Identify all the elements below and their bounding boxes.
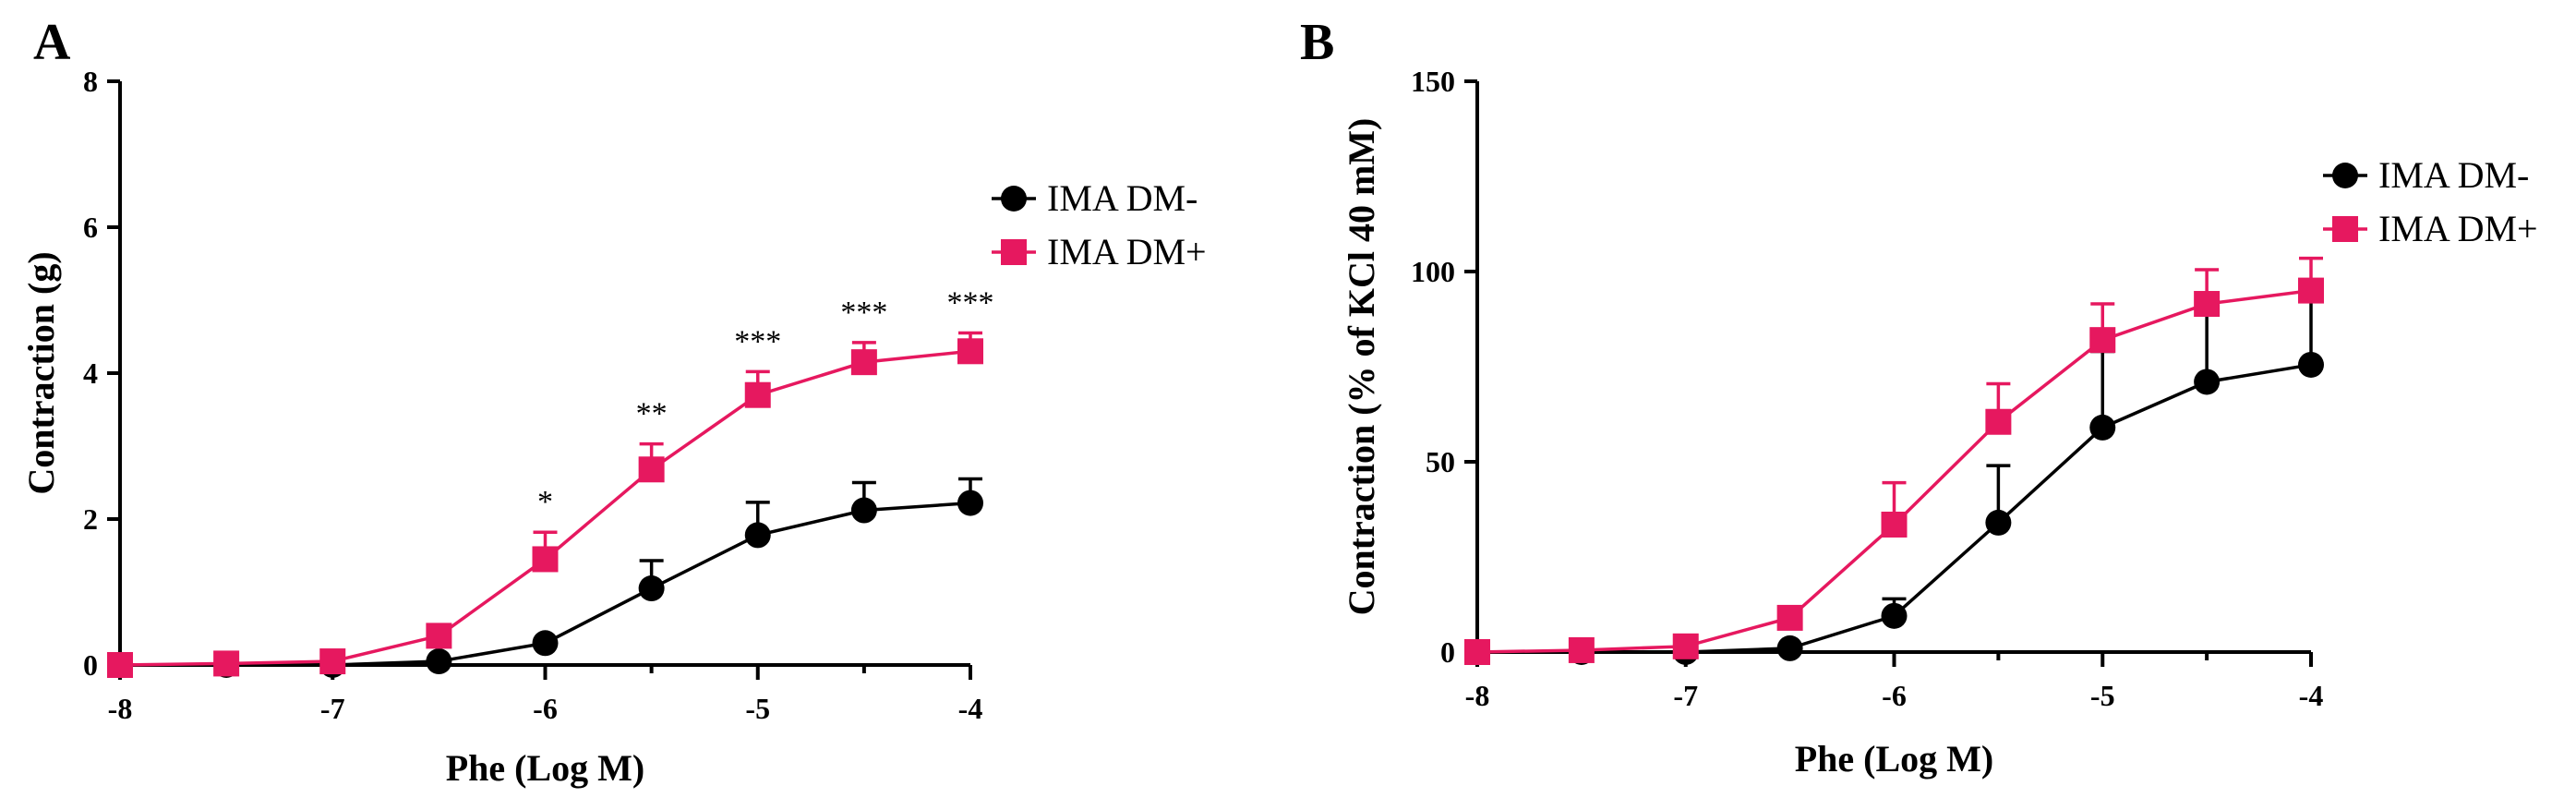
- significance-label: **: [636, 397, 668, 431]
- data-point: [1985, 408, 2012, 435]
- data-point: [2298, 277, 2324, 304]
- significance-annotations: ********* ***: [537, 286, 994, 520]
- legend-item: IMA DM-: [2323, 154, 2529, 196]
- series-dm-plus: [1464, 256, 2324, 665]
- data-point: [2194, 369, 2221, 395]
- data-point: [1568, 636, 1595, 663]
- y-axis-title: Contraction (% of KCl 40 mM): [1341, 118, 1382, 616]
- y-tick-label: 2: [83, 502, 98, 536]
- y-tick-label: 6: [83, 211, 98, 244]
- data-point: [1672, 633, 1699, 659]
- series-dm-minus: [1464, 286, 2324, 665]
- data-point: [638, 575, 665, 602]
- data-point: [107, 652, 133, 678]
- data-point: [1464, 639, 1490, 665]
- legend: IMA DM- IMA DM+: [2323, 154, 2538, 249]
- panel-b: B 0 50 100 150 -8 -7 -6 -5 -4 Phe (Log M) Contr…: [1300, 14, 2538, 780]
- legend-marker: [2332, 216, 2358, 242]
- legend-marker: [1001, 239, 1027, 265]
- y-tick-label: 100: [1411, 255, 1455, 288]
- x-tick-label: -8: [108, 692, 133, 725]
- x-tick-label: -5: [745, 692, 770, 725]
- data-point: [426, 648, 452, 675]
- legend: IMA DM- IMA DM+: [992, 177, 1207, 272]
- legend-item: IMA DM+: [2323, 208, 2538, 249]
- series-dm-plus: [107, 331, 983, 678]
- data-point: [2089, 327, 2116, 354]
- data-point: [850, 497, 877, 524]
- significance-label: ***: [734, 324, 781, 358]
- x-tick-label: -7: [320, 692, 345, 725]
- y-tick-label: 8: [83, 65, 98, 98]
- x-axis-title: Phe (Log M): [1795, 738, 1994, 780]
- legend-label: IMA DM-: [2378, 154, 2529, 196]
- legend-marker: [1001, 186, 1027, 212]
- x-axis-title: Phe (Log M): [446, 747, 645, 789]
- x-ticks: -8 -7 -6 -5 -4: [108, 665, 983, 725]
- panel-letter-a: A: [33, 14, 71, 71]
- x-tick-label: -4: [2299, 679, 2324, 712]
- legend-label: IMA DM+: [2378, 208, 2538, 249]
- y-axis-title: Contraction (g): [20, 251, 62, 494]
- significance-label: ***: [947, 286, 994, 320]
- data-point: [213, 650, 240, 677]
- data-point: [744, 381, 771, 408]
- panel-letter-b: B: [1300, 14, 1334, 71]
- legend-marker: [2332, 163, 2358, 188]
- y-ticks: 0 2 4 6 8: [83, 65, 120, 682]
- y-tick-label: 50: [1426, 445, 1455, 478]
- y-ticks: 0 50 100 150: [1411, 65, 1477, 669]
- legend-item: IMA DM-: [992, 177, 1198, 219]
- data-point: [957, 338, 983, 365]
- data-point: [532, 546, 559, 573]
- data-point: [744, 522, 771, 549]
- data-point: [319, 648, 346, 675]
- y-tick-label: 0: [83, 648, 98, 682]
- y-tick-label: 4: [83, 357, 98, 390]
- data-point: [638, 456, 665, 483]
- data-point: [850, 349, 877, 376]
- data-point: [2194, 291, 2221, 318]
- x-tick-label: -6: [1882, 679, 1907, 712]
- significance-label: *: [537, 485, 553, 519]
- x-tick-label: -4: [958, 692, 983, 725]
- x-tick-label: -5: [2090, 679, 2115, 712]
- x-tick-label: -8: [1465, 679, 1490, 712]
- y-tick-label: 150: [1411, 65, 1455, 98]
- data-point: [1776, 635, 1803, 661]
- legend-label: IMA DM-: [1047, 177, 1198, 219]
- legend-label: IMA DM+: [1047, 231, 1207, 272]
- x-tick-label: -6: [533, 692, 558, 725]
- series-layer: [1464, 256, 2324, 665]
- data-point: [532, 630, 559, 657]
- data-point: [957, 490, 983, 516]
- significance-label: ***: [840, 296, 887, 330]
- y-tick-label: 0: [1440, 635, 1455, 669]
- data-point: [1985, 509, 2012, 536]
- x-tick-label: -7: [1673, 679, 1698, 712]
- legend-item: IMA DM+: [992, 231, 1207, 272]
- data-point: [2089, 414, 2116, 441]
- data-point: [1776, 604, 1803, 631]
- series-layer: [107, 331, 983, 678]
- data-point: [1881, 602, 1908, 629]
- data-point: [426, 623, 452, 649]
- data-point: [2298, 351, 2324, 378]
- data-point: [1881, 511, 1908, 538]
